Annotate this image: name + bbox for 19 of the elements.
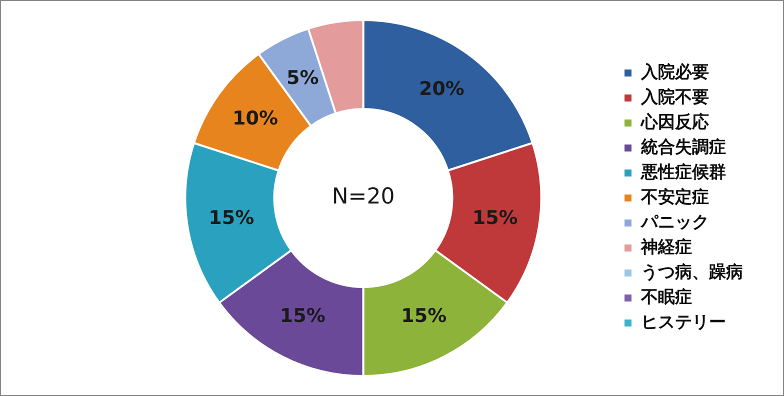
legend-label: 心因反応 xyxy=(640,112,709,132)
legend-label: パニック xyxy=(640,212,709,232)
legend-label: 不眠症 xyxy=(640,287,692,308)
legend-label: 不安定症 xyxy=(640,187,709,208)
legend-label: うつ病、躁病 xyxy=(641,262,743,282)
legend-label: 入院不要 xyxy=(640,87,709,108)
data-label: 15% xyxy=(472,206,518,229)
legend-label: 悪性症候群 xyxy=(640,162,726,182)
legend-label: ヒステリー xyxy=(641,312,726,332)
text: N=20 xyxy=(332,184,395,210)
data-label: 10% xyxy=(232,107,278,130)
data-label: 5% xyxy=(286,66,319,89)
legend-label: 神経症 xyxy=(640,237,692,258)
legend-label: 統合失調症 xyxy=(640,137,726,158)
data-label: 15% xyxy=(280,304,326,327)
data-label: 15% xyxy=(208,206,254,229)
legend-label: 入院必要 xyxy=(640,62,709,82)
data-label: 15% xyxy=(401,304,447,327)
data-label: 20% xyxy=(418,78,464,100)
